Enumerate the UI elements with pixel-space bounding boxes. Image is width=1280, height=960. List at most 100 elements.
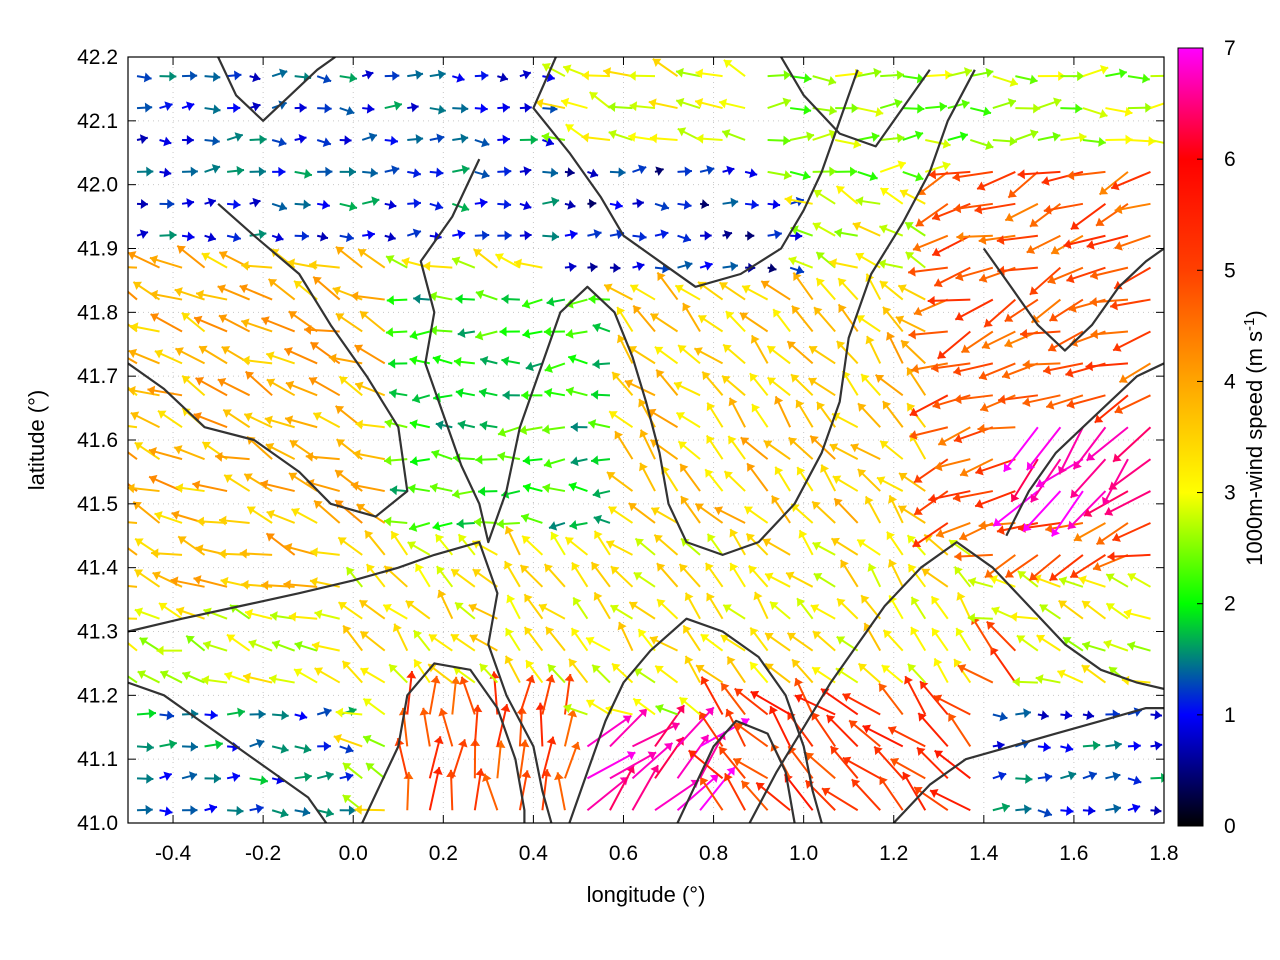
- wind-vector: [406, 228, 422, 239]
- wind-vector: [734, 687, 769, 716]
- wind-vector: [479, 420, 498, 431]
- wind-vector: [312, 275, 341, 301]
- wind-vector: [193, 575, 228, 588]
- wind-vector: [592, 488, 611, 499]
- wind-vector: [128, 617, 138, 620]
- wind-vector: [722, 165, 735, 176]
- wind-vector: [181, 374, 206, 397]
- wind-vector: [128, 675, 138, 684]
- wind-vector: [647, 408, 679, 429]
- wind-vector: [341, 660, 363, 684]
- wind-vector: [750, 690, 791, 716]
- wind-vector: [593, 530, 611, 556]
- y-tick-label: 42.0: [77, 174, 118, 197]
- wind-vector: [522, 455, 543, 466]
- wind-vector: [1029, 203, 1062, 228]
- wind-vector: [414, 563, 431, 588]
- wind-vector: [565, 386, 588, 397]
- wind-vector: [902, 771, 927, 811]
- wind-vector: [649, 635, 678, 652]
- wind-vector: [933, 266, 971, 288]
- wind-vector: [989, 575, 1016, 588]
- wind-vector: [136, 742, 154, 753]
- wind-vector: [768, 705, 792, 747]
- wind-vector: [242, 355, 273, 366]
- wind-vector: [174, 287, 205, 301]
- wind-vector: [474, 103, 488, 114]
- wind-vector: [136, 72, 152, 83]
- wind-vector: [1112, 522, 1151, 542]
- y-tick-label: 41.4: [77, 557, 118, 580]
- wind-vector: [226, 633, 251, 652]
- wind-vector: [812, 541, 836, 556]
- wind-vector: [970, 139, 994, 151]
- wind-vector: [335, 707, 363, 718]
- wind-vector: [175, 483, 205, 494]
- wind-vector: [519, 166, 532, 177]
- wind-vector: [1150, 740, 1163, 751]
- x-tick-label: 0.2: [429, 842, 458, 865]
- wind-vector: [878, 776, 904, 811]
- wind-vector: [227, 199, 241, 210]
- colorbar-title: 1000m-wind speed (m s-1): [1241, 310, 1267, 565]
- wind-vector: [655, 704, 678, 716]
- wind-vector: [475, 454, 498, 465]
- wind-vector: [541, 63, 566, 78]
- wind-vector: [648, 98, 678, 110]
- wind-vector: [159, 167, 172, 178]
- wind-vector: [284, 347, 318, 365]
- contour-line: [128, 681, 328, 823]
- wind-vector: [410, 456, 430, 467]
- wind-vector: [136, 773, 154, 784]
- wind-vector: [431, 449, 453, 461]
- wind-vector: [882, 400, 904, 428]
- wind-vector: [835, 185, 859, 205]
- contour-line: [217, 57, 336, 122]
- wind-vector: [288, 310, 318, 333]
- wind-vector: [675, 67, 701, 78]
- wind-vector: [437, 589, 454, 620]
- wind-vector: [932, 394, 971, 410]
- wind-vector: [741, 284, 769, 301]
- wind-vector: [294, 806, 311, 817]
- wind-vector: [898, 472, 926, 492]
- wind-vector: [317, 103, 332, 114]
- wind-vector: [249, 72, 261, 83]
- wind-vector: [588, 419, 611, 429]
- wind-vector: [542, 424, 566, 435]
- wind-vector: [1060, 805, 1074, 816]
- wind-vector: [826, 714, 859, 748]
- wind-vector: [335, 245, 363, 269]
- wind-vector: [294, 134, 307, 144]
- wind-vector: [1092, 553, 1129, 572]
- wind-vector: [560, 97, 588, 110]
- wind-vector: [837, 277, 859, 301]
- wind-vector: [912, 522, 949, 548]
- wind-vector: [609, 200, 623, 210]
- wind-vector: [700, 676, 724, 715]
- wind-vector: [474, 330, 498, 341]
- wind-vector: [359, 667, 386, 684]
- wind-vector: [679, 463, 701, 492]
- wind-vector: [771, 495, 791, 524]
- wind-vector: [1066, 394, 1106, 409]
- wind-vector: [720, 634, 746, 652]
- wind-vector: [452, 229, 466, 240]
- wind-vector: [1051, 490, 1084, 538]
- colorbar-tick-label: 3: [1224, 482, 1236, 505]
- wind-vector: [244, 608, 273, 620]
- wind-vector: [834, 228, 858, 238]
- contour-line: [128, 541, 553, 823]
- wind-vector: [721, 129, 746, 141]
- wind-vector: [902, 130, 924, 141]
- wind-vector: [139, 637, 161, 652]
- wind-vector: [992, 771, 1007, 781]
- wind-vector: [482, 773, 499, 811]
- wind-vector: [837, 303, 859, 333]
- wind-vector: [474, 70, 489, 81]
- wind-vector: [1127, 573, 1151, 588]
- wind-vector: [1105, 68, 1127, 79]
- wind-vector: [1082, 805, 1096, 816]
- wind-vector: [217, 284, 250, 301]
